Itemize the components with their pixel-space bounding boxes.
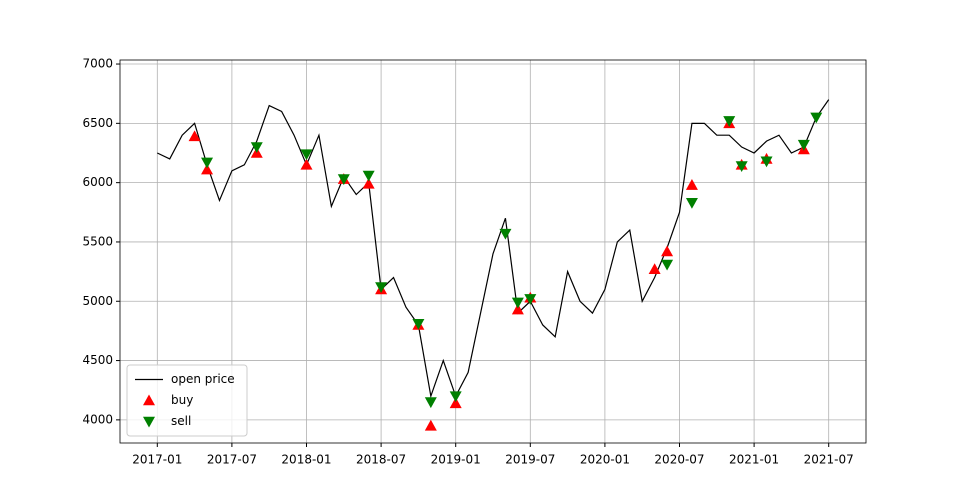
buy-marker <box>648 263 661 275</box>
sell-marker <box>810 112 823 124</box>
y-tick-label: 6500 <box>82 116 113 130</box>
sell-marker <box>375 282 388 294</box>
buy-marker <box>511 303 524 315</box>
sell-marker <box>511 297 524 309</box>
buy-marker <box>300 158 313 170</box>
legend-swatch <box>143 416 155 428</box>
sell-marker <box>735 161 748 173</box>
sell-marker <box>424 397 437 409</box>
x-tick-label: 2021-07 <box>804 453 854 467</box>
x-tick-label: 2018-07 <box>356 453 406 467</box>
buy-marker <box>188 130 201 142</box>
buy-marker <box>424 419 437 431</box>
sell-marker <box>760 156 773 168</box>
sell-marker <box>449 391 462 403</box>
sell-marker <box>524 294 537 305</box>
y-tick-label: 5500 <box>82 234 113 248</box>
legend-label: sell <box>171 414 191 428</box>
buy-marker <box>449 397 462 409</box>
x-tick-label: 2019-07 <box>505 453 555 467</box>
sell-marker <box>661 259 674 271</box>
legend-swatch <box>143 394 155 406</box>
sell-marker <box>250 142 263 154</box>
buy-marker <box>661 245 674 257</box>
y-tick-label: 4500 <box>82 353 113 367</box>
legend-label: buy <box>171 393 193 407</box>
sell-marker <box>499 228 512 240</box>
sell-marker <box>337 174 350 186</box>
y-tick-label: 5000 <box>82 294 113 308</box>
sell-marker <box>412 318 425 330</box>
legend-box <box>126 364 248 437</box>
y-tick-label: 6000 <box>82 175 113 189</box>
sell-marker <box>300 149 313 161</box>
y-tick-label: 4000 <box>82 412 113 426</box>
price-line <box>157 99 830 399</box>
plot-frame <box>119 59 867 444</box>
buy-marker <box>201 163 214 175</box>
buy-marker <box>685 179 698 190</box>
sell-marker <box>362 170 375 182</box>
sell-marker <box>723 116 736 127</box>
sell-marker <box>685 198 698 209</box>
sell-marker <box>201 157 214 169</box>
x-tick-label: 2017-01 <box>132 453 182 467</box>
sell-marker <box>797 139 810 151</box>
x-tick-label: 2018-01 <box>281 453 331 467</box>
y-tick-label: 7000 <box>82 57 113 71</box>
x-tick-label: 2019-01 <box>431 453 481 467</box>
x-tick-label: 2021-01 <box>729 453 779 467</box>
buy-marker <box>362 177 375 189</box>
legend-label: open price <box>171 372 235 386</box>
x-tick-label: 2020-07 <box>654 453 704 467</box>
x-tick-label: 2020-01 <box>580 453 630 467</box>
x-tick-label: 2017-07 <box>207 453 257 467</box>
